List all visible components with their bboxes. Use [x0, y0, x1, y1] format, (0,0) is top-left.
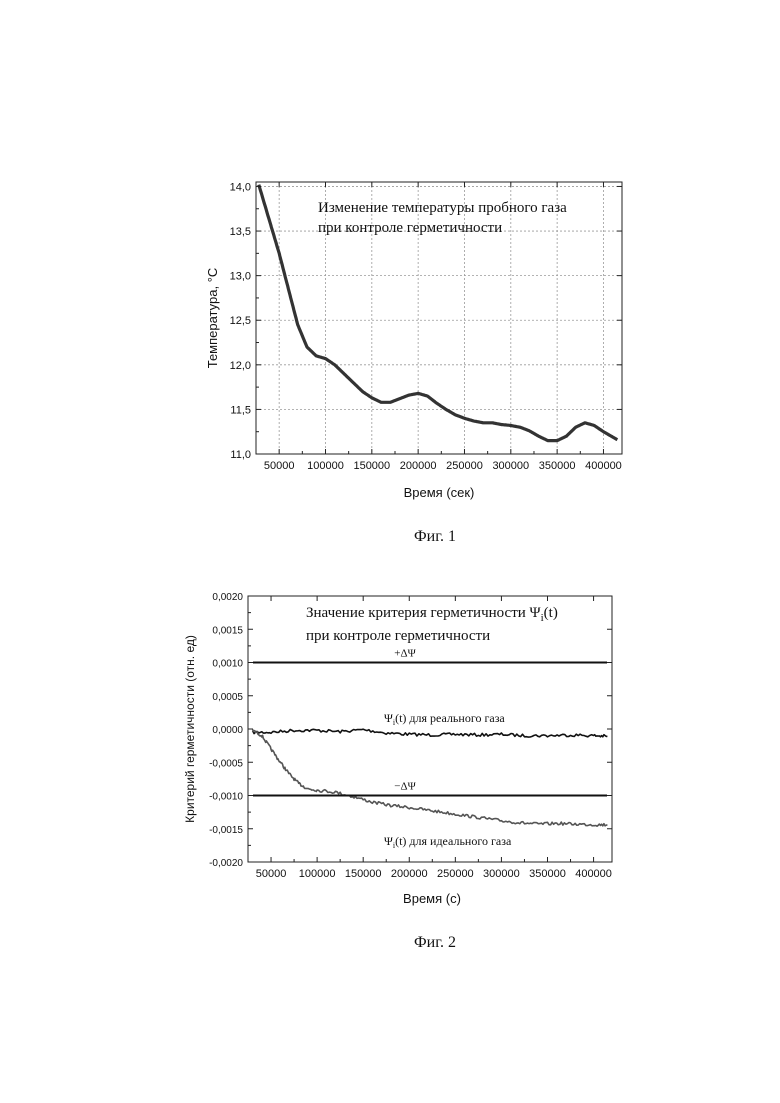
fig2-y-tick-label-4: 0,0000 [212, 725, 243, 736]
fig2-y-tick-label-6: 0,0010 [212, 659, 243, 670]
fig2-series [253, 729, 608, 826]
fig1-y-tick-label-6: 14,0 [230, 181, 251, 193]
fig1-x-tick-label-2: 150000 [353, 460, 390, 472]
fig2-caption: Фиг. 2 [335, 934, 535, 952]
fig2-threshold-label-0: +ΔΨ [394, 648, 416, 660]
fig2-x-tick-label-1: 100000 [299, 868, 336, 880]
fig2-x-axis-label: Время (с) [403, 891, 461, 906]
fig1-subtitle: при контроле герметичности [318, 220, 502, 236]
fig1-y-tick-label-0: 11,0 [230, 449, 251, 461]
fig1-y-tick-label-4: 13,0 [230, 271, 251, 283]
fig2-x-tick-label-6: 350000 [529, 868, 566, 880]
fig2-x-tick-label-2: 150000 [345, 868, 382, 880]
figure-2-chart: +ΔΨ −ΔΨ 50000 100000 150000 200000 250000 3000… [183, 592, 612, 906]
fig2-series-line-0 [253, 729, 608, 737]
fig1-x-tick-label-6: 350000 [539, 460, 576, 472]
fig1-y-tick-label-3: 12,5 [230, 315, 251, 327]
fig2-series-line-1 [253, 729, 608, 826]
fig1-caption: Фиг. 1 [335, 528, 535, 546]
fig1-x-tick-label-7: 400000 [585, 460, 622, 472]
fig2-x-tick-label-3: 200000 [391, 868, 428, 880]
fig2-y-tick-label-3: -0,0005 [209, 758, 243, 769]
fig1-x-tick-label-5: 300000 [492, 460, 529, 472]
fig1-y-tick-label-2: 12,0 [230, 360, 251, 372]
fig2-title-suffix: (t) [544, 605, 558, 621]
fig2-threshold-label-1: −ΔΨ [394, 781, 416, 793]
fig2-x-tick-label-5: 300000 [483, 868, 520, 880]
fig2-y-tick-label-1: -0,0015 [209, 825, 243, 836]
fig2-y-axis-label: Критерий герметичности (отн. ед) [183, 635, 197, 823]
fig2-subtitle: при контроле герметичности [306, 628, 490, 644]
fig2-annotation-ideal: Ψi(t) для идеального газа [384, 834, 512, 850]
fig2-title: Значение критерия герметичности Ψi(t) [306, 605, 558, 624]
fig1-x-axis-label: Время (сек) [404, 485, 475, 500]
fig1-x-tick-label-4: 250000 [446, 460, 483, 472]
fig1-y-tick-label-1: 11,5 [230, 404, 251, 416]
fig2-y-tick-label-8: 0,0020 [212, 592, 243, 603]
fig2-x-tick-label-4: 250000 [437, 868, 474, 880]
fig1-y-tick-label-5: 13,5 [230, 226, 251, 238]
fig2-x-tick-label-7: 400000 [575, 868, 612, 880]
fig1-y-axis-label: Температура, °C [205, 268, 220, 369]
fig2-annotation-real: Ψi(t) для реального газа [384, 711, 505, 727]
fig2-y-tick-label-5: 0,0005 [212, 692, 243, 703]
fig2-y-tick-label-7: 0,0015 [212, 625, 243, 636]
fig1-title: Изменение температуры пробного газа [318, 200, 567, 216]
fig1-x-tick-label-1: 100000 [307, 460, 344, 472]
fig2-y-tick-label-2: -0,0010 [209, 792, 243, 803]
figure-1-chart: 50000 100000 150000 200000 250000 300000 35000… [205, 181, 622, 500]
fig2-x-tick-label-0: 50000 [256, 868, 287, 880]
fig1-x-tick-label-3: 200000 [400, 460, 437, 472]
fig1-x-tick-label-0: 50000 [264, 460, 295, 472]
fig2-y-tick-label-0: -0,0020 [209, 858, 243, 869]
